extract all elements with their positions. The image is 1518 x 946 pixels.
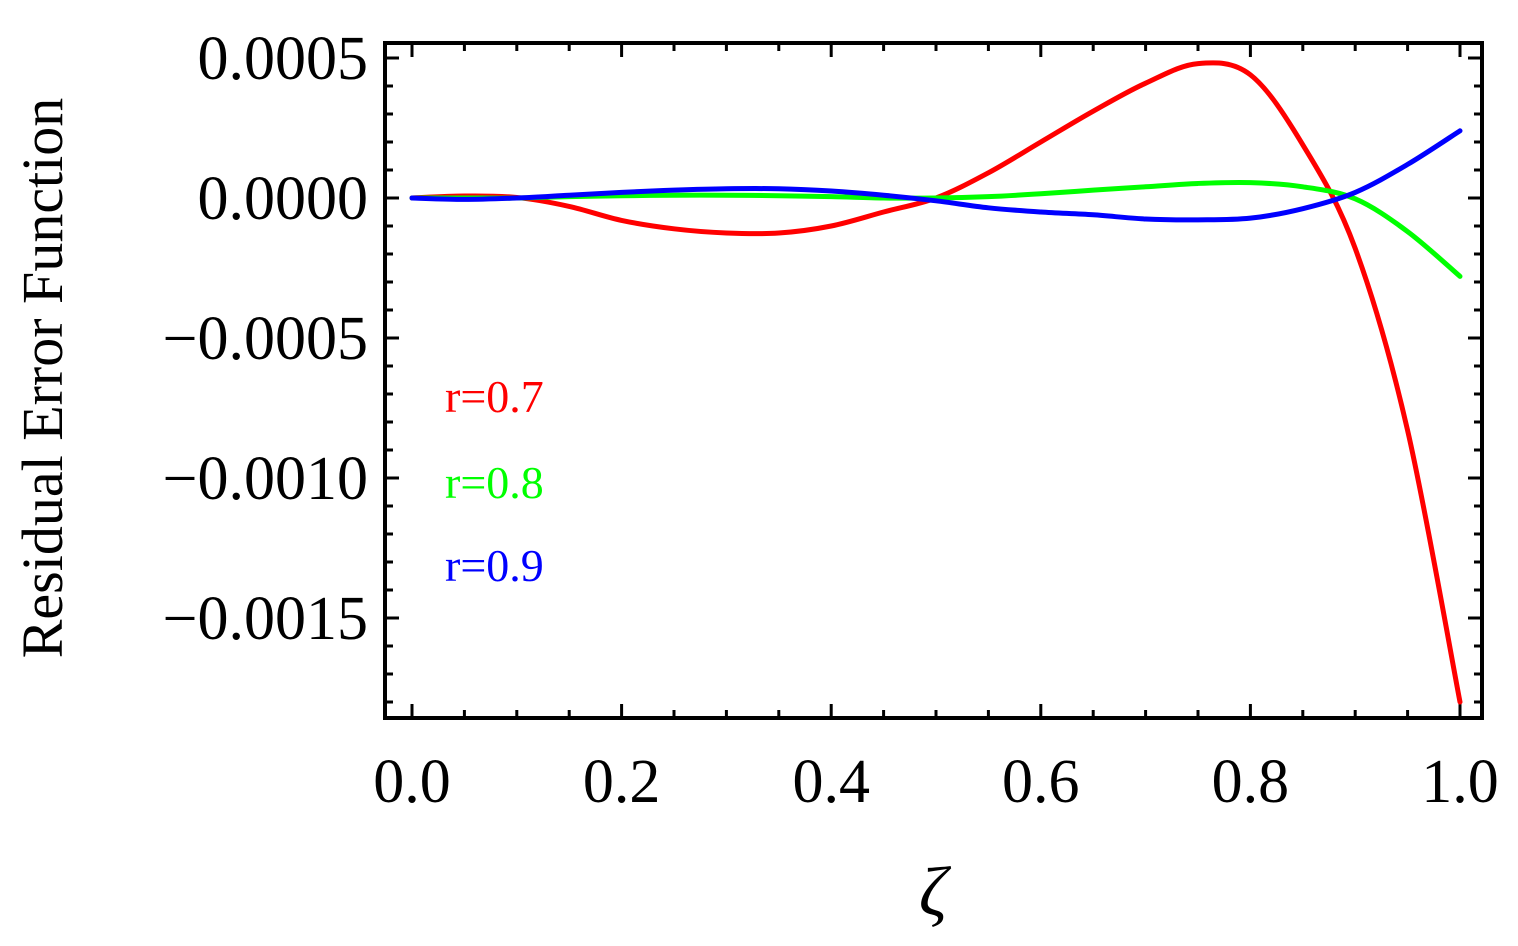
- y-tick-label: 0.0005: [198, 25, 369, 93]
- x-tick-labels: 0.0 0.2 0.4 0.6 0.8 1.0: [373, 748, 1499, 816]
- y-tick-label: −0.0010: [163, 445, 368, 513]
- y-axis-title: Residual Error Function: [10, 98, 75, 659]
- y-tick-label: 0.0000: [198, 165, 369, 233]
- y-tick-labels: 0.0005 0.0000 −0.0005 −0.0010 −0.0015: [163, 25, 368, 653]
- x-tick-label: 0.8: [1212, 748, 1290, 816]
- x-axis-title: ζ: [919, 854, 952, 931]
- x-tick-label: 0.0: [373, 748, 451, 816]
- x-tick-label: 0.4: [792, 748, 870, 816]
- series-line-r=0.7: [409, 60, 1463, 705]
- series-label-r=0.8: r=0.8: [445, 457, 544, 508]
- plot-frame: [383, 41, 1484, 720]
- y-tick-label: −0.0015: [163, 585, 368, 653]
- x-tick-label: 0.2: [583, 748, 661, 816]
- tick-marks: [385, 43, 1482, 718]
- series-label-r=0.9: r=0.9: [445, 540, 544, 591]
- x-tick-label: 0.6: [1002, 748, 1080, 816]
- y-tick-label: −0.0005: [163, 305, 368, 373]
- series-line-r=0.9: [409, 128, 1463, 223]
- x-tick-label: 1.0: [1421, 748, 1499, 816]
- series-label-r=0.7: r=0.7: [445, 371, 544, 422]
- series-lines: [409, 60, 1463, 705]
- series-annotations: r=0.7 r=0.8 r=0.9: [445, 371, 544, 591]
